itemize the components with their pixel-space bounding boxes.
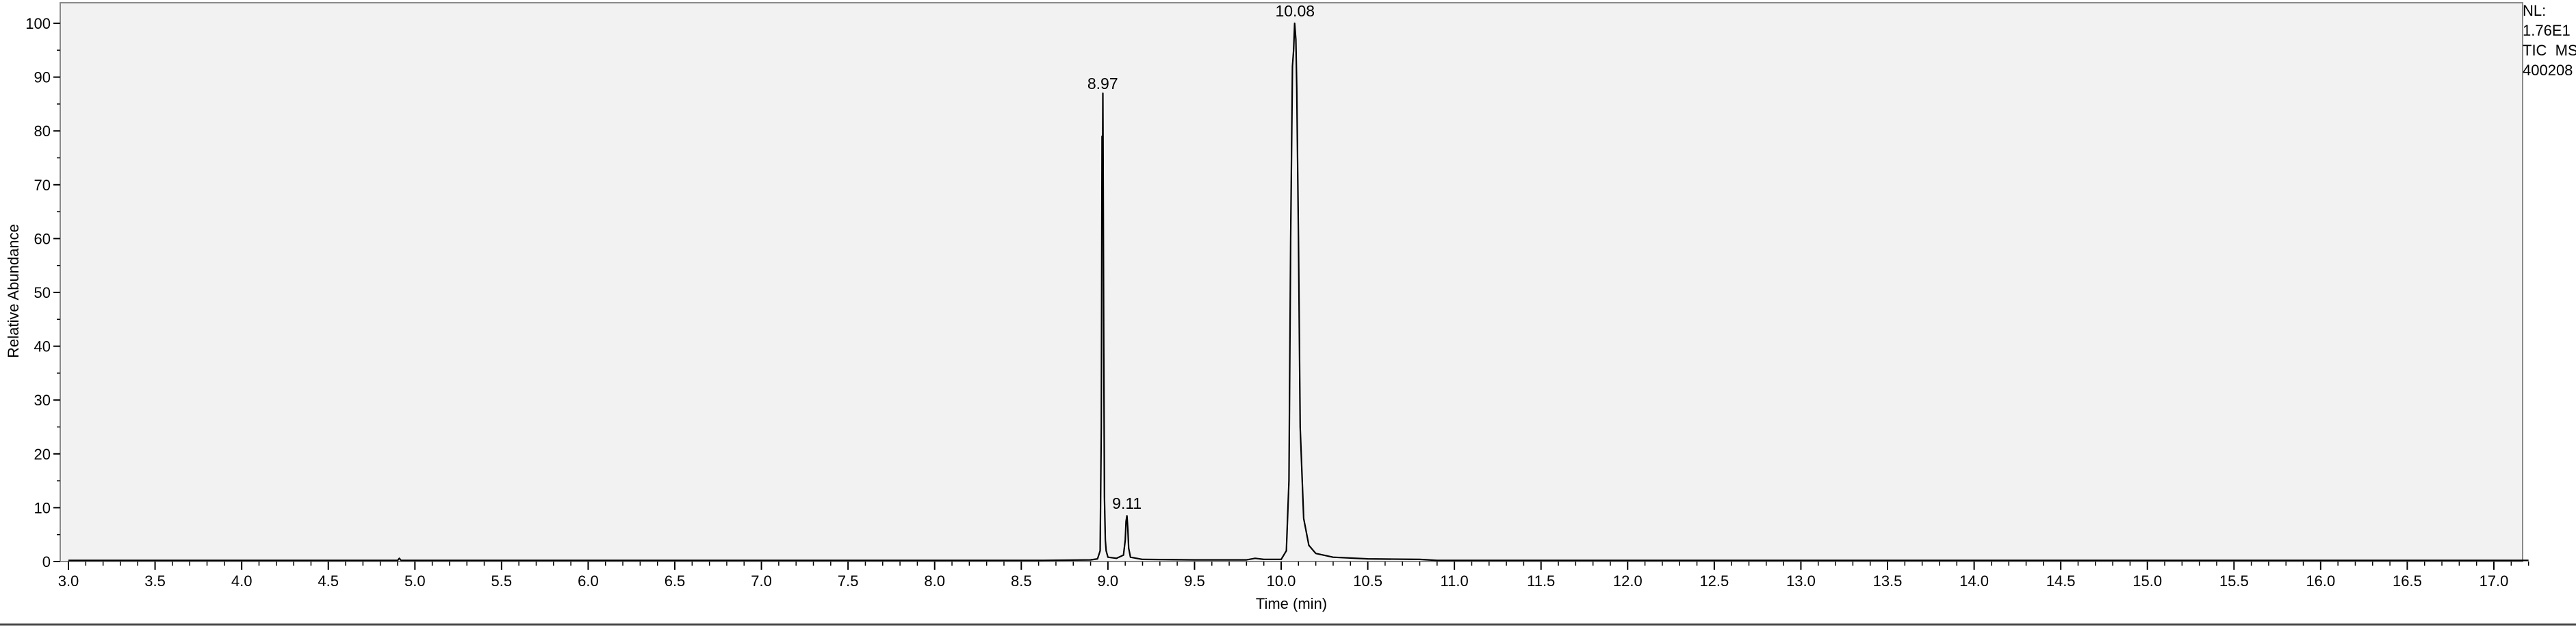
- y-tick-label: 40: [34, 338, 51, 355]
- plot-area: [60, 2, 2523, 562]
- nl-label: NL:: [2523, 2, 2546, 19]
- x-tick-label: 15.0: [2133, 572, 2162, 590]
- x-tick-label: 13.0: [1786, 572, 1816, 590]
- x-tick-label: 16.5: [2393, 572, 2422, 590]
- y-tick-label: 50: [34, 284, 51, 301]
- x-tick-label: 12.0: [1613, 572, 1643, 590]
- x-tick-label: 10.5: [1353, 572, 1382, 590]
- x-tick-label: 4.5: [318, 572, 339, 590]
- x-tick-label: 15.5: [2219, 572, 2249, 590]
- nl-value: 1.76E1: [2523, 22, 2571, 39]
- y-tick-label: 100: [25, 15, 51, 32]
- x-tick-label: 14.5: [2046, 572, 2076, 590]
- x-tick-label: 12.5: [1699, 572, 1729, 590]
- y-tick-label: 30: [34, 392, 51, 409]
- y-axis: 0 10 20 30 40 50 60 70 80 90 100: [25, 15, 60, 570]
- file-id: 400208: [2523, 62, 2573, 79]
- x-tick-label: 4.0: [231, 572, 253, 590]
- y-tick-label: 90: [34, 69, 51, 86]
- peak-label: 8.97: [1087, 75, 1118, 92]
- x-tick-label: 3.0: [58, 572, 79, 590]
- y-tick-label: 0: [42, 553, 51, 570]
- x-tick-label: 8.0: [924, 572, 945, 590]
- tic-trace-line: [68, 22, 2529, 562]
- info-panel: NL: 1.76E1 TIC MS 400208: [2523, 2, 2576, 79]
- x-axis-title: Time (min): [1256, 595, 1327, 612]
- x-tick-label: 9.0: [1098, 572, 1119, 590]
- y-tick-label: 60: [34, 230, 51, 247]
- y-tick-label: 70: [34, 177, 51, 194]
- x-axis: 3.0 3.5 4.0 4.5 5.0 5.5 6.0 6.5 7.0 7.5 8.0 8.5 9.0 9…: [58, 562, 2529, 590]
- x-tick-label: 16.0: [2306, 572, 2335, 590]
- x-tick-label: 5.0: [404, 572, 426, 590]
- x-tick-label: 10.0: [1267, 572, 1296, 590]
- y-tick-label: 10: [34, 499, 51, 516]
- x-tick-label: 11.5: [1527, 572, 1555, 590]
- peak-labels: 8.97 9.11 10.08: [1087, 2, 1315, 512]
- x-tick-label: 3.5: [144, 572, 166, 590]
- x-tick-label: 13.5: [1873, 572, 1903, 590]
- y-tick-label: 20: [34, 446, 51, 463]
- x-tick-label: 6.0: [578, 572, 599, 590]
- y-axis-title: Relative Abundance: [5, 224, 22, 358]
- peak-label: 10.08: [1275, 2, 1315, 20]
- x-tick-label: 14.0: [1959, 572, 1989, 590]
- x-tick-label: 8.5: [1011, 572, 1032, 590]
- x-tick-label: 6.5: [665, 572, 686, 590]
- x-tick-label: 9.5: [1184, 572, 1205, 590]
- x-tick-label: 7.5: [838, 572, 859, 590]
- x-tick-label: 17.0: [2480, 572, 2509, 590]
- x-tick-label: 5.5: [491, 572, 513, 590]
- x-tick-label: 7.0: [751, 572, 772, 590]
- scan-type: TIC MS: [2523, 42, 2576, 59]
- peak-label: 9.11: [1112, 494, 1142, 512]
- x-tick-label: 11.0: [1441, 572, 1469, 590]
- y-tick-label: 80: [34, 123, 51, 140]
